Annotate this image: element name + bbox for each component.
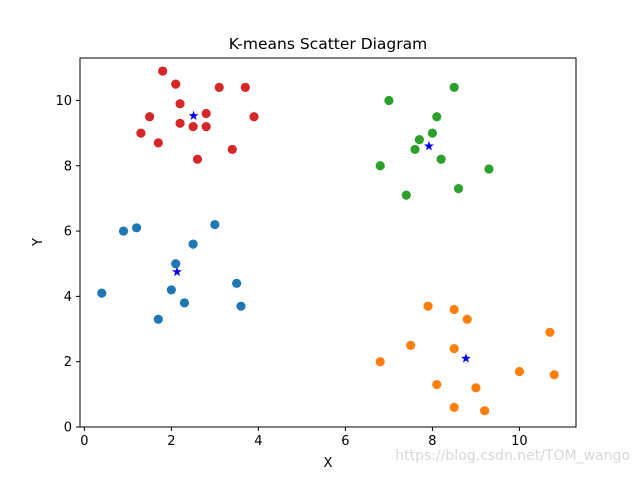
scatter-point — [188, 239, 198, 249]
scatter-point — [240, 82, 250, 92]
scatter-point — [145, 112, 155, 122]
x-tick-label: 10 — [511, 434, 528, 449]
scatter-point — [232, 278, 242, 288]
scatter-point — [227, 144, 237, 155]
plot-marks — [97, 66, 559, 416]
scatter-point — [462, 314, 472, 324]
chart-title: K-means Scatter Diagram — [229, 35, 428, 53]
centroid-star-marker — [423, 140, 434, 151]
scatter-point — [406, 340, 416, 350]
scatter-point — [545, 327, 555, 337]
scatter-point — [201, 108, 211, 119]
x-tick-label: 2 — [167, 434, 175, 449]
scatter-point — [375, 161, 385, 171]
scatter-point — [175, 118, 185, 128]
scatter-point — [449, 402, 459, 413]
y-tick-label: 10 — [55, 94, 72, 109]
scatter-point — [375, 357, 385, 367]
scatter-point — [423, 301, 433, 311]
scatter-point — [449, 82, 459, 92]
y-tick-label: 6 — [64, 225, 72, 240]
y-tick-label: 8 — [64, 159, 72, 174]
scatter-point — [549, 370, 559, 380]
scatter-point — [201, 121, 211, 132]
scatter-point — [131, 223, 142, 233]
scatter-point — [384, 95, 394, 106]
x-tick-label: 8 — [428, 434, 436, 449]
scatter-point — [432, 112, 442, 122]
scatter-point — [214, 82, 224, 92]
plot-frame — [79, 57, 577, 428]
scatter-point — [249, 112, 259, 122]
scatter-point — [118, 226, 129, 236]
scatter-point — [188, 121, 198, 132]
y-tick-label: 4 — [64, 290, 72, 305]
x-tick-label: 4 — [254, 434, 262, 449]
scatter-point — [436, 154, 446, 164]
scatter-point — [453, 184, 464, 194]
scatter-point — [471, 383, 481, 393]
scatter-point — [514, 366, 525, 377]
centroid-star-marker — [188, 110, 199, 121]
scatter-point — [432, 379, 442, 390]
scatter-point — [179, 298, 190, 308]
scatter-point — [171, 259, 181, 269]
scatter-point — [449, 304, 459, 315]
scatter-point — [236, 301, 246, 311]
scatter-point — [175, 99, 185, 109]
x-axis-label: X — [324, 456, 333, 471]
centroid-star-marker — [172, 266, 182, 277]
y-tick-label: 0 — [64, 421, 72, 436]
scatter-point — [401, 190, 411, 200]
scatter-point — [410, 144, 420, 155]
scatter-point — [449, 344, 459, 354]
scatter-point — [153, 138, 163, 148]
scatter-point — [414, 135, 424, 145]
y-tick-label: 2 — [64, 355, 72, 370]
scatter-point — [153, 314, 163, 324]
scatter-point — [192, 154, 203, 164]
scatter-point — [427, 128, 438, 138]
scatter-point — [484, 164, 494, 174]
x-tick-label: 6 — [341, 434, 349, 449]
y-axis-label: Y — [31, 238, 46, 247]
scatter-point — [166, 285, 176, 295]
scatter-point — [210, 219, 220, 230]
scatter-point — [171, 79, 181, 89]
watermark-text: https://blog.csdn.net/TOM_wango — [395, 448, 630, 464]
centroid-star-marker — [460, 353, 471, 363]
axis-ticks: 0 2 4 6 8 10 0 2 4 6 8 10 — [55, 94, 527, 449]
scatter-point — [97, 288, 107, 298]
scatter-point — [136, 128, 146, 138]
scatter-point — [480, 406, 490, 416]
scatter-point — [158, 66, 168, 76]
x-tick-label: 0 — [80, 434, 88, 449]
